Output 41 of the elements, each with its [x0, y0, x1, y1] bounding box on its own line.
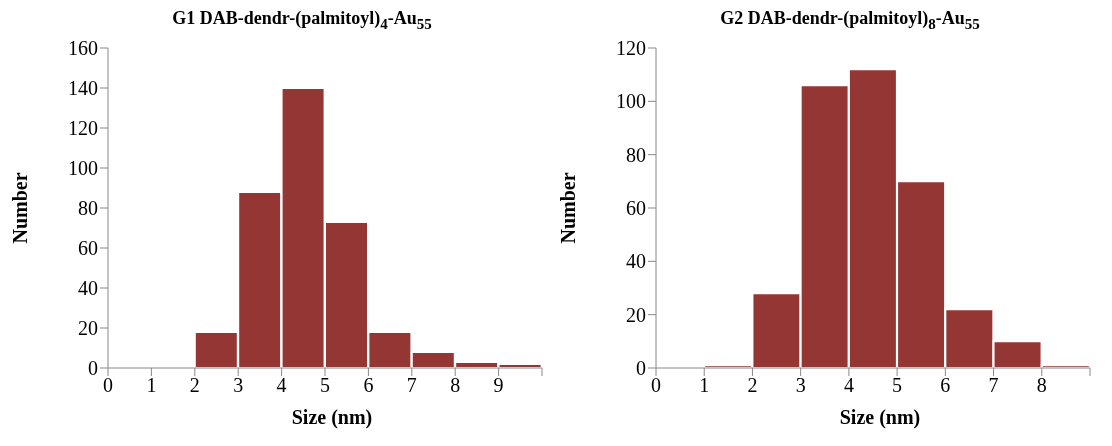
x-tick-label: 3: [233, 374, 244, 397]
y-tick-label: 60: [626, 197, 646, 220]
y-tick-label: 20: [626, 303, 646, 326]
y-tick-label: 100: [616, 90, 646, 113]
y-axis-title: Number: [557, 172, 580, 244]
chart-title: G1 DAB-dendr-(palmitoyl)$_{4}$-Au$_{55}$: [171, 8, 433, 34]
y-tick-label: 120: [616, 37, 646, 60]
y-tick-label: 40: [78, 277, 98, 300]
y-tick-label: 0: [636, 357, 646, 380]
y-tick-label: 60: [78, 237, 98, 260]
y-tick-label: 20: [78, 317, 98, 340]
x-tick-label: 6: [940, 374, 951, 397]
x-tick-label: 8: [450, 374, 461, 397]
x-tick-label: 1: [699, 374, 710, 397]
x-tick-label: 1: [146, 374, 157, 397]
x-tick-label: 0: [103, 374, 113, 397]
chart-title: G2 DAB-dendr-(palmitoyl)$_{8}$-Au$_{55}$: [719, 8, 981, 34]
y-tick-label: 100: [68, 157, 98, 180]
x-tick-label: 8: [1036, 374, 1047, 397]
y-tick-label: 120: [68, 117, 98, 140]
x-tick-label: 5: [892, 374, 903, 397]
x-tick-label: 7: [988, 374, 999, 397]
x-axis-title: Size (nm): [838, 406, 922, 431]
x-tick-label: 2: [189, 374, 200, 397]
x-tick-label: 7: [406, 374, 417, 397]
y-tick-label: 140: [68, 77, 98, 100]
x-axis-title: Size (nm): [290, 406, 374, 431]
x-tick-label: 3: [795, 374, 806, 397]
y-axis-title: Number: [9, 172, 32, 244]
x-tick-label: 6: [363, 374, 374, 397]
y-tick-label: 0: [88, 357, 98, 380]
y-tick-label: 160: [68, 37, 98, 60]
x-tick-label: 4: [843, 374, 854, 397]
y-tick-label: 40: [626, 250, 646, 273]
x-tick-label: 5: [320, 374, 330, 397]
x-tick-label: 9: [493, 374, 504, 397]
x-tick-label: 4: [276, 374, 287, 397]
y-tick-label: 80: [78, 197, 98, 220]
y-tick-label: 80: [626, 143, 646, 166]
x-tick-label: 0: [651, 374, 661, 397]
x-tick-label: 2: [747, 374, 758, 397]
